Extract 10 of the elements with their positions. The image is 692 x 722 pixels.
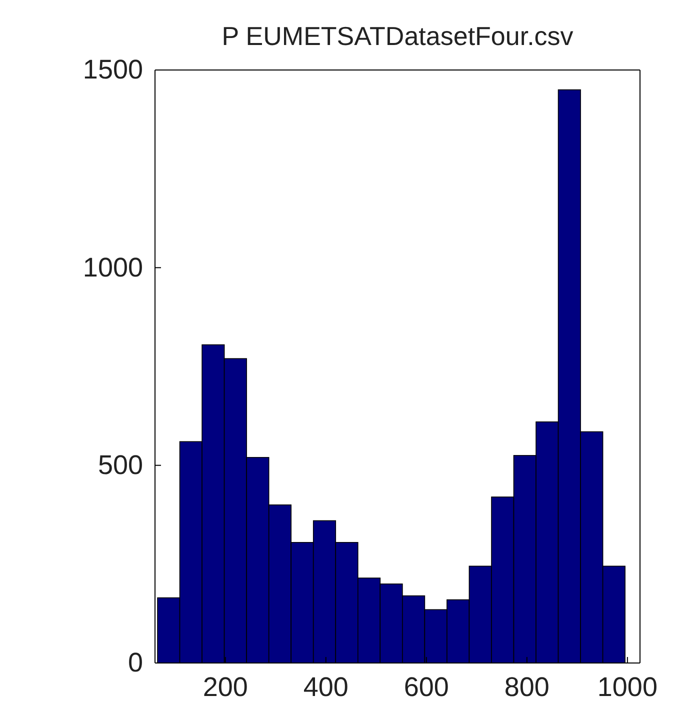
y-tick-label: 500	[98, 450, 143, 480]
y-tick-label: 1500	[82, 54, 143, 85]
x-tick-label: 800	[504, 672, 550, 702]
x-tick-label: 200	[202, 672, 248, 702]
y-tick-label: 0	[128, 648, 143, 678]
x-tick-label: 600	[404, 672, 449, 702]
x-tick-label: 1000	[597, 672, 658, 702]
y-tick-label: 1000	[82, 252, 143, 282]
x-tick-label: 400	[303, 672, 348, 702]
chart-title: P EUMETSATDatasetFour.csv	[222, 21, 574, 51]
